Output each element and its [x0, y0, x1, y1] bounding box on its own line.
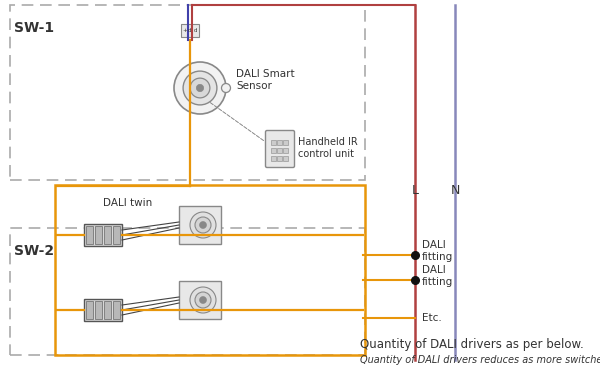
Circle shape	[183, 71, 217, 105]
Bar	[179, 206, 221, 244]
Bar	[86, 301, 93, 319]
Text: DALI Smart
Sensor: DALI Smart Sensor	[236, 69, 295, 91]
Text: Handheld IR
control unit: Handheld IR control unit	[298, 137, 358, 159]
Circle shape	[190, 78, 210, 98]
Bar	[277, 148, 282, 153]
Text: SW-2: SW-2	[14, 244, 54, 258]
Bar	[277, 156, 282, 161]
Bar	[271, 148, 276, 153]
Bar	[84, 224, 122, 246]
Text: d: d	[188, 28, 192, 32]
Circle shape	[195, 217, 211, 233]
Bar	[95, 301, 102, 319]
Text: DALI twin: DALI twin	[103, 198, 152, 208]
Circle shape	[199, 221, 206, 228]
Text: Quantity of DALI drivers as per below.: Quantity of DALI drivers as per below.	[360, 338, 584, 351]
Bar	[84, 299, 122, 321]
Bar	[283, 148, 288, 153]
Bar	[104, 226, 111, 244]
Bar	[113, 226, 120, 244]
Circle shape	[196, 85, 203, 92]
Circle shape	[174, 62, 226, 114]
Text: Quantity of DALI drivers reduces as more switches: Quantity of DALI drivers reduces as more…	[360, 355, 600, 365]
Text: L: L	[412, 184, 419, 197]
Circle shape	[190, 212, 216, 238]
Text: DALI
fitting: DALI fitting	[422, 265, 453, 287]
Bar	[283, 156, 288, 161]
Circle shape	[221, 83, 230, 93]
FancyBboxPatch shape	[265, 131, 295, 168]
Bar	[271, 156, 276, 161]
Bar	[181, 24, 199, 37]
Circle shape	[195, 292, 211, 308]
Bar	[283, 140, 288, 145]
Bar	[10, 228, 365, 355]
Text: SW-1: SW-1	[14, 21, 54, 35]
Bar	[113, 301, 120, 319]
Bar	[179, 281, 221, 319]
Bar	[10, 5, 365, 180]
Bar	[86, 226, 93, 244]
Text: Etc.: Etc.	[422, 313, 442, 323]
Bar	[55, 185, 365, 355]
Bar	[277, 140, 282, 145]
Circle shape	[199, 297, 206, 303]
Bar	[95, 226, 102, 244]
Bar	[104, 301, 111, 319]
Circle shape	[190, 287, 216, 313]
Bar	[271, 140, 276, 145]
Text: DALI
fitting: DALI fitting	[422, 240, 453, 262]
Text: +: +	[182, 28, 187, 32]
Text: N: N	[451, 184, 460, 197]
Text: d: d	[193, 28, 197, 32]
